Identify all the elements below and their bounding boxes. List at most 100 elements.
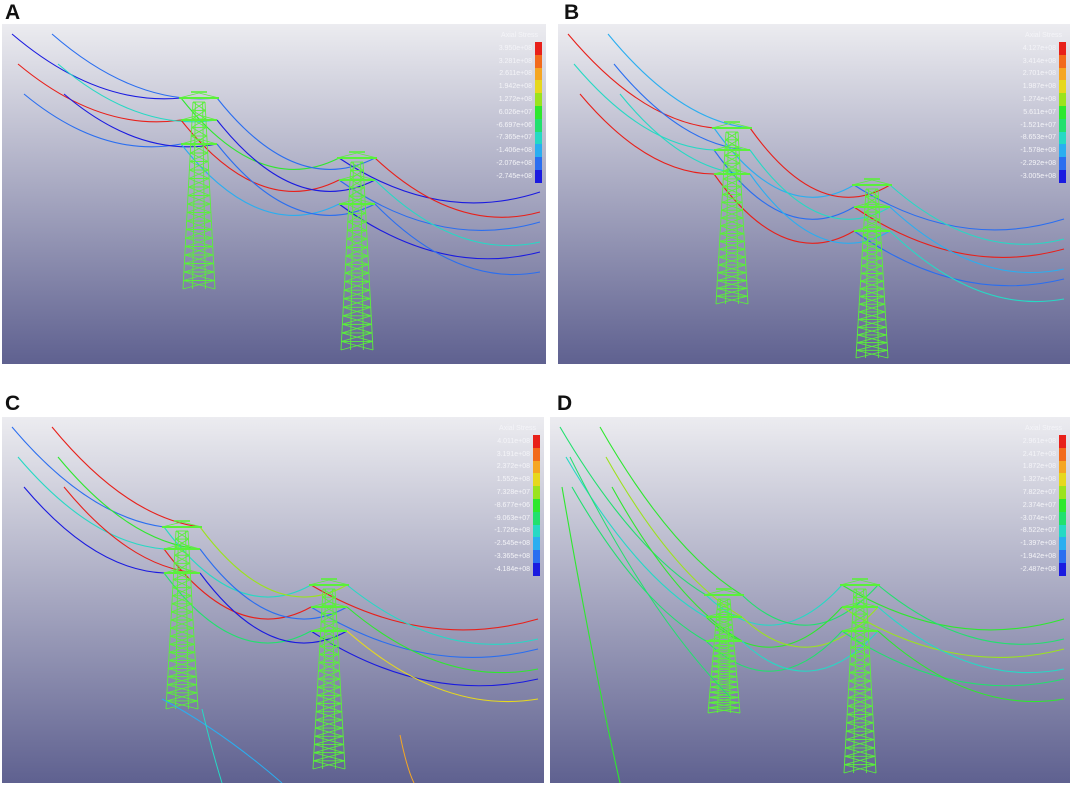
conductor-cable xyxy=(561,486,621,783)
legend-swatch xyxy=(1059,498,1066,512)
legend-swatch xyxy=(1059,54,1066,68)
conductor-cable xyxy=(374,157,541,218)
transmission-tower xyxy=(308,578,350,770)
conductor-cable xyxy=(63,93,218,148)
conductor-cable xyxy=(705,584,843,626)
legend-swatch xyxy=(1059,562,1066,576)
conductor-cable xyxy=(841,584,1065,631)
legend-swatch xyxy=(533,537,540,551)
legend-row: 3.281e+08 xyxy=(464,54,542,68)
legend-row: 1.987e+08 xyxy=(988,80,1066,94)
legend-value: -1.726e+08 xyxy=(494,527,530,535)
legend-row: -1.521e+07 xyxy=(988,118,1066,132)
legend-swatch xyxy=(533,460,540,474)
conductor-cable xyxy=(374,203,541,276)
legend-value: 3.950e+08 xyxy=(498,44,532,52)
conductor-cable xyxy=(163,572,312,644)
conductor-cable xyxy=(163,548,312,620)
legend-swatch xyxy=(1059,537,1066,551)
scene-background xyxy=(550,417,1070,783)
legend-row: 5.611e+07 xyxy=(988,105,1066,119)
legend-swatch xyxy=(1059,42,1066,55)
legend-swatch xyxy=(1059,157,1066,170)
conductor-cable xyxy=(399,734,415,783)
legend-value: 1.872e+08 xyxy=(1022,463,1056,471)
legend-value: -2.745e+08 xyxy=(496,172,532,180)
legend-value: -1.942e+08 xyxy=(1020,553,1056,561)
conductor-cable xyxy=(889,184,1065,245)
legend-row: -1.942e+08 xyxy=(988,550,1066,563)
legend-swatch xyxy=(535,105,542,119)
legend-swatch xyxy=(535,169,542,183)
legend-swatch xyxy=(535,118,542,132)
legend-swatch xyxy=(535,67,542,81)
legend-swatch xyxy=(535,93,542,106)
legend-row: -3.005e+08 xyxy=(988,169,1066,183)
legend-swatch xyxy=(1059,460,1066,474)
legend-swatch xyxy=(533,498,540,512)
legend-value: -8.677e+06 xyxy=(494,501,530,509)
legend-row: 2.417e+08 xyxy=(988,447,1066,461)
legend-row: -7.365e+07 xyxy=(464,131,542,145)
panel-label-a: A xyxy=(5,1,21,24)
legend-value: -4.184e+08 xyxy=(494,565,530,573)
legend-value: -2.076e+08 xyxy=(496,160,532,168)
legend-value: -8.522e+07 xyxy=(1020,527,1056,535)
panel-label-b: B xyxy=(564,1,580,24)
conductor-cable xyxy=(567,33,715,129)
conductor-cable xyxy=(17,63,182,123)
scene-c xyxy=(2,417,544,783)
legend-rows: 3.950e+08 3.281e+08 2.611e+08 1.942e+08 1.27… xyxy=(464,42,542,183)
legend-row: 7.328e+07 xyxy=(462,486,540,499)
conductor-cable xyxy=(201,708,223,783)
transmission-tower xyxy=(336,151,378,351)
legend-swatch xyxy=(1059,93,1066,106)
legend-row: -2.745e+08 xyxy=(464,169,542,183)
conductor-cable xyxy=(705,630,843,672)
legend-row: -2.292e+08 xyxy=(988,157,1066,170)
conductor-cable xyxy=(216,143,376,216)
legend-value: 4.011e+08 xyxy=(497,437,530,445)
legend-swatch xyxy=(533,473,540,487)
legend-swatch xyxy=(1059,80,1066,94)
conductor-cable xyxy=(310,630,539,687)
transmission-tower xyxy=(703,588,745,714)
conductor-cable xyxy=(559,426,707,596)
legend-swatch xyxy=(1059,67,1066,81)
legend-value: -1.397e+08 xyxy=(1020,540,1056,548)
legend-b: Axial Stress 4.127e+08 3.414e+08 2.701e+08… xyxy=(988,30,1066,183)
legend-row: -9.063e+07 xyxy=(462,511,540,525)
legend-swatch xyxy=(1059,550,1066,563)
legend-title: Axial Stress xyxy=(501,32,538,39)
legend-row: -8.653e+07 xyxy=(988,131,1066,145)
legend-swatch xyxy=(1059,524,1066,538)
conductor-cable xyxy=(310,606,539,658)
legend-value: -8.653e+07 xyxy=(1020,134,1056,142)
legend-row: 3.414e+08 xyxy=(988,54,1066,68)
legend-value: 7.822e+07 xyxy=(1022,489,1056,497)
legend-row: -3.074e+07 xyxy=(988,511,1066,525)
legend-title: Axial Stress xyxy=(1025,32,1062,39)
panel-b: Axial Stress 4.127e+08 3.414e+08 2.701e+08… xyxy=(558,24,1070,364)
legend-swatch xyxy=(533,562,540,576)
legend-value: 1.987e+08 xyxy=(1022,83,1056,91)
transmission-tower xyxy=(178,91,220,290)
transmission-tower xyxy=(839,578,881,774)
legend-row: -2.487e+08 xyxy=(988,562,1066,576)
legend-swatch xyxy=(1059,473,1066,487)
legend-value: 2.374e+07 xyxy=(1022,501,1056,509)
scene-background xyxy=(2,24,546,364)
legend-swatch xyxy=(535,42,542,55)
conductor-cable xyxy=(199,548,348,620)
panel-label-d: D xyxy=(557,392,573,415)
legend-row: 2.372e+08 xyxy=(462,460,540,474)
conductor-cable xyxy=(310,584,539,631)
conductor-cable xyxy=(346,584,539,645)
legend-value: 4.127e+08 xyxy=(1022,44,1056,52)
legend-swatch xyxy=(535,157,542,170)
legend-value: -7.365e+07 xyxy=(496,134,532,142)
legend-value: -9.063e+07 xyxy=(494,514,530,522)
legend-row: -2.545e+08 xyxy=(462,537,540,551)
legend-row: -1.578e+08 xyxy=(988,144,1066,158)
legend-value: -1.521e+07 xyxy=(1020,121,1056,129)
